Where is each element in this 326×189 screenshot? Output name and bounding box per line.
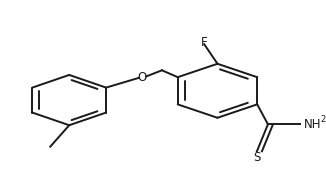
Text: NH: NH <box>304 118 321 131</box>
Text: O: O <box>138 71 147 84</box>
Text: S: S <box>253 151 260 164</box>
Text: F: F <box>201 36 208 49</box>
Text: 2: 2 <box>320 115 325 124</box>
